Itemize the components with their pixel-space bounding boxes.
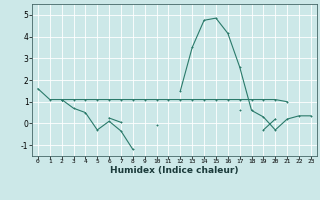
X-axis label: Humidex (Indice chaleur): Humidex (Indice chaleur) — [110, 166, 239, 175]
